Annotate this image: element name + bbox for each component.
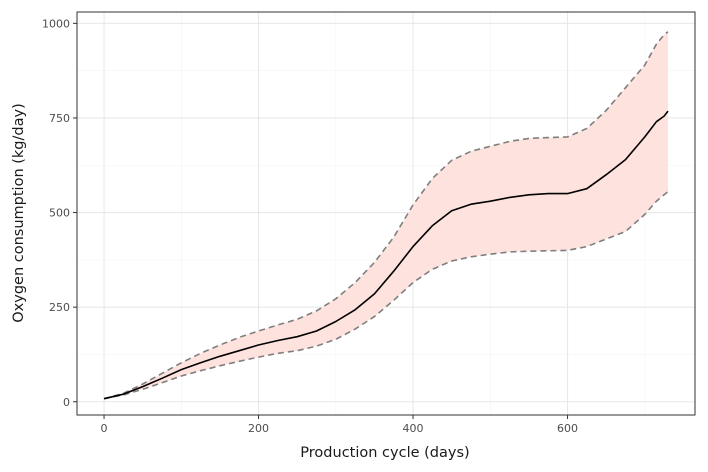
axis-ticks: 0 200 400 600 0 250 500 750 1000 (42, 17, 578, 435)
y-tick-label: 1000 (42, 17, 70, 30)
y-tick-label: 750 (49, 112, 70, 125)
plot-panel-border (76, 11, 696, 416)
upper-bound-line (103, 31, 669, 400)
y-tick-label: 0 (63, 396, 70, 409)
y-axis-title: Oxygen consumption (kg/day) (11, 103, 27, 322)
x-tick-label: 0 (101, 422, 108, 435)
x-tick-label: 600 (557, 422, 578, 435)
y-tick-label: 500 (49, 207, 70, 220)
uncertainty-band (104, 31, 668, 399)
x-tick-label: 400 (403, 422, 424, 435)
median-line (103, 110, 669, 400)
lower-bound-line (103, 191, 669, 400)
y-tick-label: 250 (49, 301, 70, 314)
x-tick-label: 200 (248, 422, 269, 435)
x-axis-title: Production cycle (days) (300, 445, 469, 461)
